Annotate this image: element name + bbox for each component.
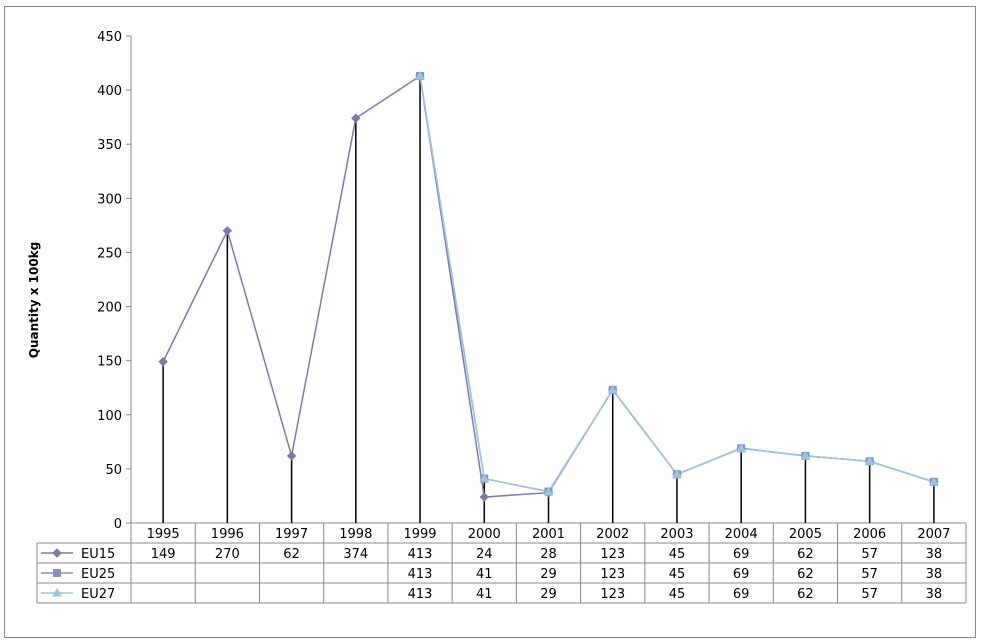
table-cell-value: 413	[408, 567, 433, 582]
table-cell-value: 270	[215, 547, 240, 562]
table-cell-value: 123	[600, 567, 625, 582]
table-cell-value: 69	[733, 567, 750, 582]
table-cell-value: 62	[797, 567, 814, 582]
table-cell-value: 123	[600, 547, 625, 562]
table-cell-value: 45	[669, 587, 686, 602]
table-cell-value: 24	[476, 547, 493, 562]
y-tick-label: 450	[97, 30, 122, 45]
y-tick-label: 50	[105, 463, 122, 478]
table-cell-value: 45	[669, 567, 686, 582]
data-point-eu27	[736, 443, 747, 452]
table-cell-value: 41	[476, 567, 493, 582]
data-point-eu15	[158, 357, 168, 367]
table-cell-value: 57	[861, 547, 878, 562]
y-tick-label: 100	[97, 409, 122, 424]
table-cell-value: 62	[283, 547, 300, 562]
legend-label: EU15	[81, 547, 115, 562]
plot-area: 0 50 100 150 200 250 300 350 400 450 1995 1996 1997 1…	[36, 30, 967, 604]
data-point-eu15	[286, 451, 297, 461]
table-cell-value: 69	[733, 587, 750, 602]
data-point-eu27	[929, 476, 939, 486]
y-axis-label: Quantity x 100kg	[27, 242, 41, 359]
table-cell-value: 29	[540, 587, 557, 602]
chart-frame	[4, 6, 976, 638]
table-cell-value: 57	[861, 587, 878, 602]
table-cell-value: 62	[797, 587, 814, 602]
y-tick-label: 300	[97, 192, 122, 207]
data-point-eu15	[479, 492, 489, 502]
x-tick-label: 1998	[339, 527, 372, 542]
table-cell-value: 149	[151, 547, 176, 562]
x-tick-label: 2007	[917, 527, 950, 542]
table-cell-value: 123	[600, 587, 625, 602]
x-tick-label: 1999	[403, 527, 436, 542]
legend-key-marker	[53, 569, 61, 577]
data-point-eu27	[800, 450, 811, 460]
legend-key-marker	[52, 548, 62, 558]
table-cell-value: 29	[540, 567, 557, 582]
table-cell-value: 38	[926, 547, 943, 562]
x-tick-label: 2005	[789, 527, 822, 542]
table-cell-value: 62	[797, 547, 814, 562]
table-cell-value: 28	[540, 547, 557, 562]
data-point-eu15	[222, 226, 233, 236]
x-tick-label: 1996	[211, 527, 244, 542]
table-cell-value: 413	[408, 547, 433, 562]
series-line-eu27	[419, 75, 935, 493]
legend-label: EU27	[81, 587, 115, 602]
table-cell-value: 374	[343, 547, 368, 562]
data-point-eu15	[351, 113, 361, 123]
y-tick-label: 350	[97, 138, 122, 153]
series-line-eu15	[162, 74, 935, 498]
x-tick-label: 2000	[468, 527, 501, 542]
x-tick-label: 2002	[596, 527, 629, 542]
x-tick-label: 2001	[532, 527, 565, 542]
data-point-eu27	[607, 384, 618, 394]
data-point-eu27	[479, 473, 490, 483]
y-tick-label: 150	[97, 355, 122, 370]
x-tick-label: 2006	[853, 527, 886, 542]
table-cell-value: 57	[861, 567, 878, 582]
data-point-eu27	[415, 71, 425, 80]
series-line-eu25	[419, 75, 935, 493]
data-point-eu27	[672, 469, 682, 478]
table-cell-value: 38	[926, 587, 943, 602]
table-cell-value: 413	[408, 587, 433, 602]
x-tick-label: 1995	[147, 527, 180, 542]
table-cell-value: 45	[669, 547, 686, 562]
x-tick-label: 2003	[660, 527, 693, 542]
x-tick-label: 2004	[725, 527, 758, 542]
table-cell-value: 69	[733, 547, 750, 562]
y-tick-label: 200	[97, 301, 122, 316]
x-tick-label: 1997	[275, 527, 308, 542]
y-tick-label: 250	[97, 246, 122, 261]
legend-label: EU25	[81, 567, 115, 582]
table-cell-value: 38	[926, 567, 943, 582]
y-tick-label: 400	[97, 84, 122, 99]
data-point-eu27	[543, 486, 554, 496]
y-tick-label: 0	[114, 517, 122, 532]
data-point-eu27	[864, 456, 875, 465]
table-cell-value: 41	[476, 587, 493, 602]
legend-key-marker	[52, 587, 62, 597]
